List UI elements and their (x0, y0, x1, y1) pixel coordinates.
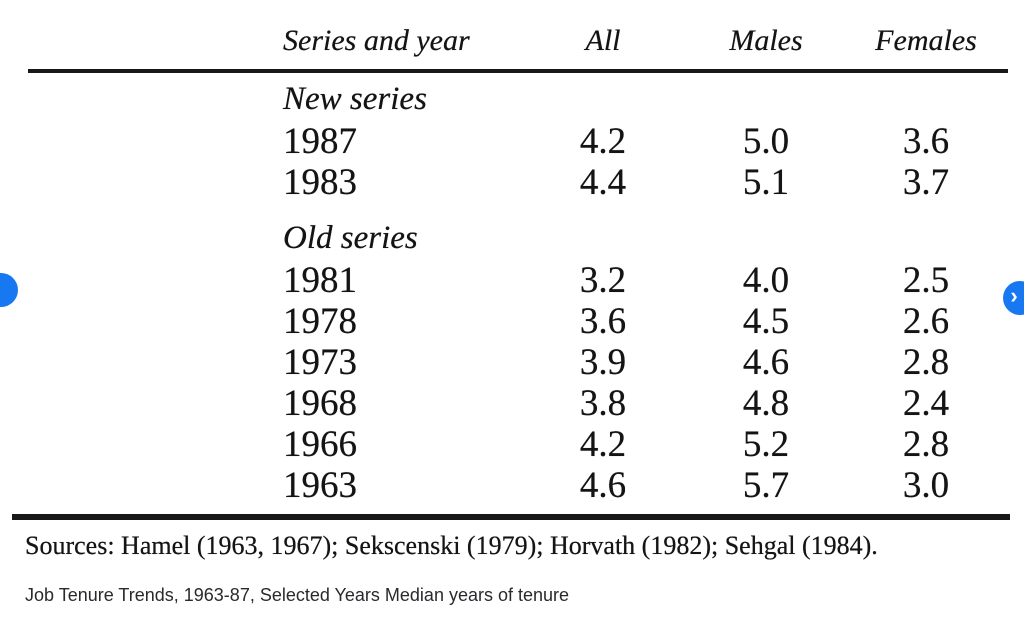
table-row: 1978 3.6 4.5 2.6 (283, 300, 1024, 342)
year-cell: 1966 (283, 424, 357, 465)
table-header-row: Series and year All Males Females (283, 0, 1024, 66)
all-value-cell: 3.8 (579, 383, 627, 424)
column-header-all: All (585, 24, 621, 57)
all-value-cell: 4.2 (579, 121, 627, 162)
all-value-cell: 3.9 (579, 342, 627, 383)
table-top-rule (28, 69, 1008, 73)
males-value-cell: 4.6 (742, 342, 790, 383)
series-group-label: Old series (283, 220, 418, 256)
table-row: 1968 3.8 4.8 2.4 (283, 382, 1024, 424)
table-row: 1987 4.2 5.0 3.6 (283, 120, 1024, 162)
table-row: 1966 4.2 5.2 2.8 (283, 423, 1024, 465)
males-value-cell: 4.8 (742, 383, 790, 424)
all-value-cell: 3.2 (579, 260, 627, 301)
females-value-cell: 2.8 (902, 342, 950, 383)
table-bottom-rule (12, 514, 1010, 520)
table-body: New series 1987 4.2 5.0 3.6 1983 4.4 5.1 3.7 Old … (0, 79, 1024, 506)
table-caption: Job Tenure Trends, 1963-87, Selected Yea… (25, 585, 570, 605)
females-value-cell: 2.4 (902, 383, 950, 424)
sources-note: Sources: Hamel (1963, 1967); Sekscenski … (25, 531, 878, 560)
males-value-cell: 4.0 (742, 260, 790, 301)
chevron-right-icon: › (1010, 283, 1018, 308)
males-value-cell: 4.5 (742, 301, 790, 342)
males-value-cell: 5.7 (742, 465, 790, 506)
all-value-cell: 4.2 (579, 424, 627, 465)
females-value-cell: 3.7 (902, 162, 950, 203)
females-value-cell: 3.0 (902, 465, 950, 506)
all-value-cell: 4.4 (579, 162, 627, 203)
column-header-females: Females (875, 24, 977, 57)
all-value-cell: 4.6 (579, 465, 627, 506)
year-cell: 1987 (283, 121, 357, 162)
series-group-label-row: New series (283, 79, 1024, 120)
year-cell: 1973 (283, 342, 357, 383)
females-value-cell: 2.6 (902, 301, 950, 342)
series-group-label-row: Old series (283, 218, 1024, 259)
females-value-cell: 2.8 (902, 424, 950, 465)
table-row: 1973 3.9 4.6 2.8 (283, 341, 1024, 383)
females-value-cell: 3.6 (902, 121, 950, 162)
year-cell: 1968 (283, 383, 357, 424)
all-value-cell: 3.6 (579, 301, 627, 342)
year-cell: 1981 (283, 260, 357, 301)
males-value-cell: 5.0 (742, 121, 790, 162)
year-cell: 1978 (283, 301, 357, 342)
year-cell: 1963 (283, 465, 357, 506)
column-header-males: Males (729, 24, 803, 57)
table-row: 1963 4.6 5.7 3.0 (283, 464, 1024, 506)
table-row: 1983 4.4 5.1 3.7 (283, 161, 1024, 203)
males-value-cell: 5.2 (742, 424, 790, 465)
table-row: 1981 3.2 4.0 2.5 (283, 259, 1024, 301)
prev-button[interactable]: ‹ (0, 273, 18, 307)
column-header-series-and-year: Series and year (283, 24, 470, 57)
year-cell: 1983 (283, 162, 357, 203)
females-value-cell: 2.5 (902, 260, 950, 301)
males-value-cell: 5.1 (742, 162, 790, 203)
series-group-label: New series (283, 81, 427, 117)
next-button[interactable]: › (1003, 281, 1024, 315)
